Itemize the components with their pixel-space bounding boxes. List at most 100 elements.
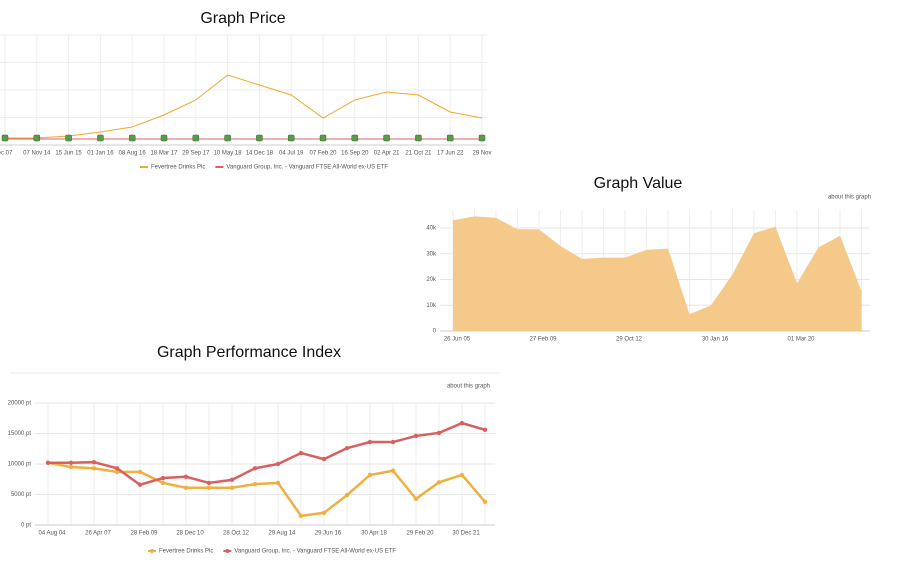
- series-line: [48, 421, 486, 487]
- x-tick-label: 07 Nov 14: [23, 151, 51, 157]
- event-icon: [319, 134, 327, 142]
- y-tick-label: 10k: [426, 303, 437, 309]
- x-tick-label: 30 Apr 18: [361, 531, 387, 537]
- series-line: [5, 74, 483, 139]
- x-tick-label: 28 Oct 12: [223, 531, 250, 537]
- point: [160, 475, 166, 481]
- event-icon: [1, 134, 9, 142]
- point: [137, 469, 143, 475]
- x-tick-label: 08 Aug 16: [119, 151, 147, 157]
- point: [275, 461, 281, 467]
- point: [68, 464, 74, 470]
- y-tick-label: 0: [433, 329, 437, 335]
- x-tick-label: 28 Feb 09: [130, 531, 158, 537]
- x-tick-label: 29 Oct 12: [616, 337, 643, 343]
- chart-title: Graph Value: [594, 175, 683, 192]
- x-tick-label: 01 Mar 20: [787, 337, 815, 343]
- event-icon: [256, 134, 263, 142]
- point: [482, 499, 488, 505]
- point: [298, 450, 304, 456]
- point: [390, 439, 396, 445]
- x-tick-label: 29 Nov: [472, 151, 491, 157]
- point: [436, 480, 442, 485]
- chart-title: Graph Performance Index: [157, 344, 341, 361]
- x-tick-label: ec 07: [0, 151, 13, 157]
- point: [229, 477, 235, 483]
- legend-label: Vanguard Group, Inc. - Vanguard FTSE All…: [234, 549, 396, 555]
- x-tick-label: 14 Dec 18: [246, 151, 274, 157]
- point: [344, 445, 350, 451]
- y-tick-label: 5000 pt: [11, 492, 31, 498]
- event-icon: [287, 134, 295, 142]
- point: [206, 480, 212, 486]
- point: [390, 468, 396, 473]
- point: [367, 472, 373, 478]
- x-tick-label: 28 Dec 10: [176, 531, 204, 537]
- x-tick-label: 17 Jun 22: [437, 151, 464, 157]
- point: [252, 481, 258, 487]
- legend-dot: [150, 549, 154, 553]
- event-icon: [446, 134, 454, 142]
- event-icon: [192, 134, 200, 142]
- y-tick-label: 30k: [426, 251, 437, 257]
- point: [68, 460, 74, 465]
- about-link: about this graph: [447, 384, 490, 390]
- x-tick-label: 27 Feb 09: [529, 337, 557, 343]
- point: [321, 510, 327, 515]
- event-icon: [224, 134, 231, 142]
- point: [459, 472, 465, 478]
- y-tick-label: 0 pt: [21, 523, 31, 529]
- point: [91, 459, 97, 465]
- x-tick-label: 18 Mar 17: [150, 151, 178, 157]
- y-tick-label: 15000 pt: [8, 431, 32, 437]
- point: [321, 456, 327, 462]
- y-tick-label: 40k: [426, 226, 437, 232]
- point: [436, 430, 442, 436]
- x-tick-label: 02 Apr 21: [374, 151, 400, 157]
- y-tick-label: 20000 pt: [8, 401, 32, 407]
- x-tick-label: 30 Jan 16: [702, 337, 729, 343]
- point: [206, 485, 212, 490]
- legend-label: Vanguard Group, Inc. - Vanguard FTSE All…: [226, 165, 388, 171]
- event-icon: [415, 134, 422, 142]
- point: [275, 480, 281, 486]
- series-line: [47, 461, 486, 518]
- x-tick-label: 29 Aug 14: [268, 531, 296, 537]
- event-icon: [65, 134, 72, 142]
- event-icon: [128, 134, 136, 142]
- point: [344, 492, 350, 498]
- x-tick-label: 30 Dec 21: [452, 531, 480, 537]
- x-tick-label: 01 Jan 16: [87, 151, 114, 157]
- chart-title: Graph Price: [200, 10, 285, 27]
- event-icon: [478, 134, 486, 142]
- x-tick-label: 21 Oct 21: [405, 151, 432, 157]
- x-tick-label: 04 Aug 04: [38, 531, 66, 537]
- x-tick-label: 29 Jun 16: [315, 531, 342, 537]
- point: [229, 485, 235, 490]
- point: [114, 469, 120, 475]
- legend-label: Fevertree Drinks Plc: [159, 549, 213, 555]
- event-icon: [97, 134, 104, 142]
- x-tick-label: 29 Feb 20: [406, 531, 434, 537]
- point: [482, 427, 488, 433]
- legend-label: Fevertree Drinks Plc: [151, 165, 205, 171]
- point: [413, 496, 419, 501]
- point: [413, 433, 419, 439]
- x-tick-label: 07 Feb 20: [309, 151, 337, 157]
- event-icon: [33, 134, 41, 142]
- event-icon: [351, 134, 359, 142]
- point: [91, 466, 97, 471]
- point: [252, 466, 258, 471]
- x-tick-label: 16 Sep 20: [341, 151, 369, 157]
- point: [183, 485, 189, 490]
- event-icon: [383, 134, 390, 142]
- point: [298, 513, 304, 519]
- x-tick-label: 10 May 18: [214, 151, 243, 157]
- point: [45, 460, 51, 465]
- y-tick-label: 10000 pt: [8, 462, 32, 468]
- event-icon: [160, 134, 168, 142]
- x-tick-label: 29 Sep 17: [182, 151, 210, 157]
- legend-dot: [225, 549, 230, 553]
- point: [160, 480, 166, 486]
